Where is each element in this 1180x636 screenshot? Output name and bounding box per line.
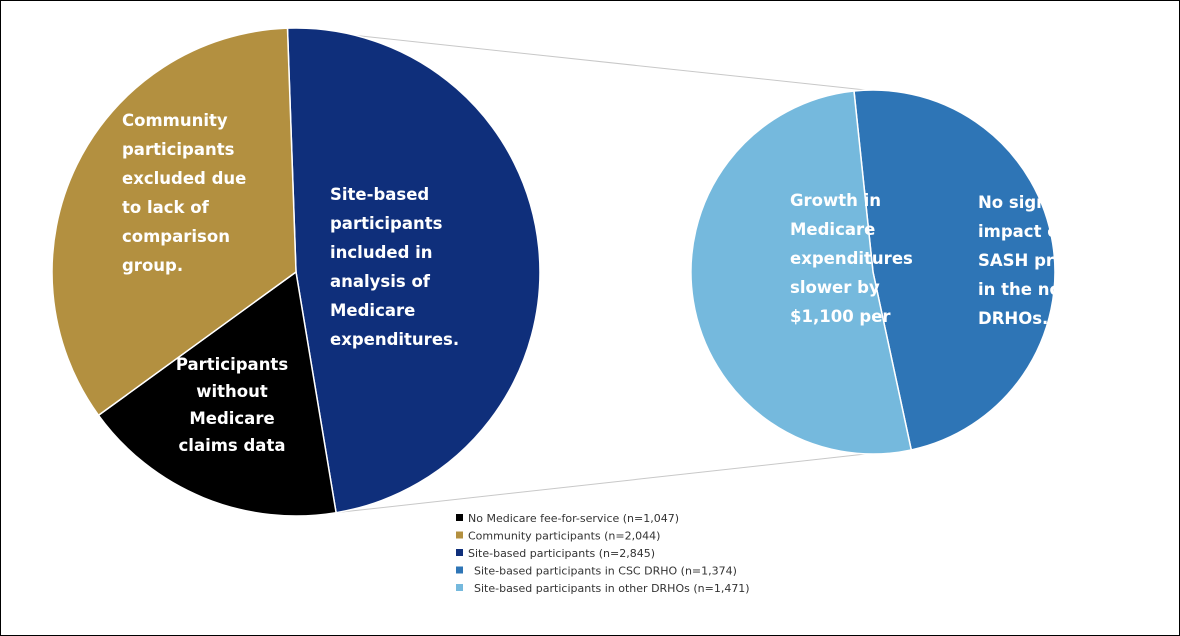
legend-label-4: Site-based participants in other DRHOs (… xyxy=(474,582,750,595)
legend-swatch-2 xyxy=(456,549,463,556)
detail-pie xyxy=(690,89,1056,455)
legend-swatch-4 xyxy=(456,584,463,591)
main-slice-nomedicare xyxy=(97,270,337,517)
legend-label-3: Site-based participants in CSC DRHO (n=1… xyxy=(474,565,737,578)
connector-line-top xyxy=(287,27,867,91)
detail-label-other: No significant impact of the SASH program i… xyxy=(978,193,1116,328)
detail-slice-csc xyxy=(853,89,1056,451)
connector-line-bottom xyxy=(336,453,867,514)
main-label-site: Site-based participants included in analysi… xyxy=(330,185,459,349)
detail-pie-labels: Growth in Medicare expenditures slower by $1… xyxy=(790,191,1116,328)
main-label-nomedicare: Participants without Medicare claims data xyxy=(176,355,288,455)
main-slice-site xyxy=(286,27,541,514)
main-pie-labels: Site-based participants included in analysi… xyxy=(122,111,459,455)
legend-label-1: Community participants (n=2,044) xyxy=(468,530,660,543)
legend-label-2: Site-based participants (n=2,845) xyxy=(468,547,655,560)
legend-label-0: No Medicare fee-for-service (n=1,047) xyxy=(468,512,679,525)
detail-label-csc: Growth in Medicare expenditures slower by $1… xyxy=(790,191,913,326)
main-slice-community xyxy=(51,27,297,417)
main-label-community: Community participants excluded due to lack… xyxy=(122,111,246,275)
connector-lines xyxy=(287,27,867,514)
legend-swatch-1 xyxy=(456,531,463,539)
legend-swatch-0 xyxy=(456,514,463,521)
detail-slice-other xyxy=(690,90,913,455)
main-pie xyxy=(51,27,541,517)
legend: No Medicare fee-for-service (n=1,047) Com… xyxy=(456,512,750,595)
legend-swatch-3 xyxy=(456,566,463,574)
